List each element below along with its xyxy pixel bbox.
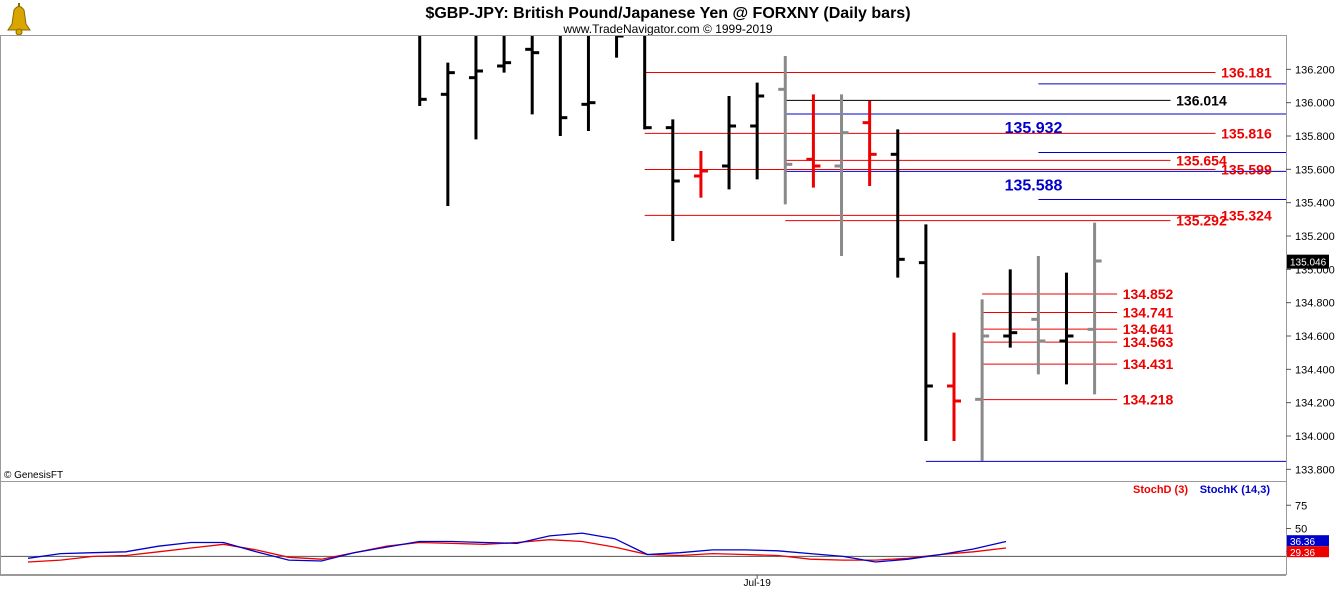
stoch-tag-box (1287, 535, 1329, 547)
ohlc-bars (244, 3, 1102, 461)
stoch-tag-label: 29.36 (1290, 548, 1315, 559)
price-tick-label: 134.800 (1295, 298, 1335, 310)
ohlc-bar (1059, 272, 1074, 385)
ohlc-bar (525, 36, 540, 115)
date-axis: Jul-19Aug-19 (0, 575, 1286, 589)
stoch-line-stochd (27, 539, 1007, 563)
price-tick-label: 134.000 (1295, 431, 1335, 443)
last-price-tag: 135.046 (1287, 254, 1329, 269)
level-label-135.599: 135.599 (1221, 162, 1272, 178)
ohlc-bar (328, 3, 342, 20)
stoch-tag-box (1287, 546, 1329, 558)
ohlc-bar (750, 82, 765, 180)
stoch-legend: StochD (3) StochK (14,3) (1133, 484, 1270, 496)
price-tick-label: 134.600 (1295, 331, 1335, 343)
stoch-panel-frame (0, 481, 1287, 575)
ohlc-bar (385, 3, 399, 20)
level-label-135.932: 135.932 (1005, 120, 1063, 137)
ohlc-bar (975, 299, 990, 461)
ohlc-bar (1087, 222, 1102, 395)
ohlc-bar (722, 96, 737, 190)
last-price-tag-label: 135.046 (1290, 258, 1327, 269)
ohlc-bar (693, 151, 708, 198)
level-label-135.816: 135.816 (1221, 125, 1272, 141)
ohlc-bar (356, 3, 370, 20)
price-tick-label: 133.800 (1295, 464, 1335, 476)
chart-title: $GBP-JPY: British Pound/Japanese Yen @ F… (425, 5, 910, 22)
stoch-tick-label: 75 (1295, 500, 1307, 512)
level-label-134.852: 134.852 (1123, 286, 1174, 302)
price-tick-label: 135.200 (1295, 231, 1335, 243)
level-label-136.181: 136.181 (1221, 65, 1272, 81)
level-label-135.324: 135.324 (1221, 207, 1272, 223)
stoch-tag-label: 36.36 (1290, 537, 1315, 548)
level-label-134.218: 134.218 (1123, 392, 1174, 408)
price-tick-label: 134.200 (1295, 398, 1335, 410)
ohlc-bar (778, 56, 793, 205)
ohlc-bar (244, 3, 258, 20)
level-label-134.741: 134.741 (1123, 305, 1174, 321)
stoch-series (27, 532, 1007, 563)
ohlc-bar (300, 3, 314, 20)
ohlc-bar (581, 36, 596, 131)
ohlc-bar (643, 36, 652, 130)
ohlc-bar (890, 129, 905, 278)
price-tick-label: 135.800 (1295, 131, 1335, 143)
price-tick-label: 135.600 (1295, 164, 1335, 176)
level-label-135.292: 135.292 (1176, 213, 1227, 229)
ohlc-bar (558, 36, 568, 136)
level-label-134.641: 134.641 (1123, 321, 1174, 337)
copyright-label: © GenesisFT (4, 470, 63, 481)
ohlc-bar (947, 332, 961, 441)
legend-stochk: StochK (14,3) (1200, 484, 1271, 496)
ohlc-bar (272, 3, 286, 20)
ohlc-bar (440, 62, 455, 206)
stoch-y-axis: 755025 (1, 500, 1307, 559)
price-tick-label: 136.000 (1295, 98, 1335, 110)
bell-logo-icon (7, 3, 31, 36)
level-label-135.588: 135.588 (1005, 177, 1063, 194)
ohlc-bar (497, 36, 512, 73)
level-label-134.431: 134.431 (1123, 356, 1174, 372)
stoch-tick-label: 50 (1295, 524, 1307, 536)
chart-subtitle: www.TradeNavigator.com © 1999-2019 (562, 22, 772, 36)
x-tick-label: Jul-19 (744, 578, 772, 589)
ohlc-bar (615, 36, 624, 58)
ohlc-bar (1003, 269, 1018, 348)
ohlc-bar (918, 224, 933, 441)
stoch-line-stochk (27, 532, 1007, 563)
price-y-axis: 136.200 136.000 135.800 135.600 135.400 135.2… (1286, 64, 1335, 476)
level-label-135.654: 135.654 (1176, 152, 1227, 168)
price-tick-label: 136.200 (1295, 64, 1335, 76)
level-label-134.563: 134.563 (1123, 334, 1174, 350)
ohlc-bar (834, 94, 849, 256)
ohlc-bar (862, 101, 877, 186)
level-label-136.014: 136.014 (1176, 92, 1227, 108)
ohlc-bar (418, 36, 427, 106)
retracement-levels: 136.181136.113136.014135.932135.816135.7… (644, 65, 1286, 462)
ohlc-bar (806, 94, 821, 188)
ohlc-bar (1031, 256, 1046, 375)
price-tick-label: 135.400 (1295, 198, 1335, 210)
price-tick-label: 134.400 (1295, 364, 1335, 376)
ohlc-bar (665, 119, 680, 241)
last-price-tag-box (1287, 254, 1329, 269)
legend-stochd: StochD (3) (1133, 484, 1188, 496)
ohlc-bar (468, 36, 483, 140)
